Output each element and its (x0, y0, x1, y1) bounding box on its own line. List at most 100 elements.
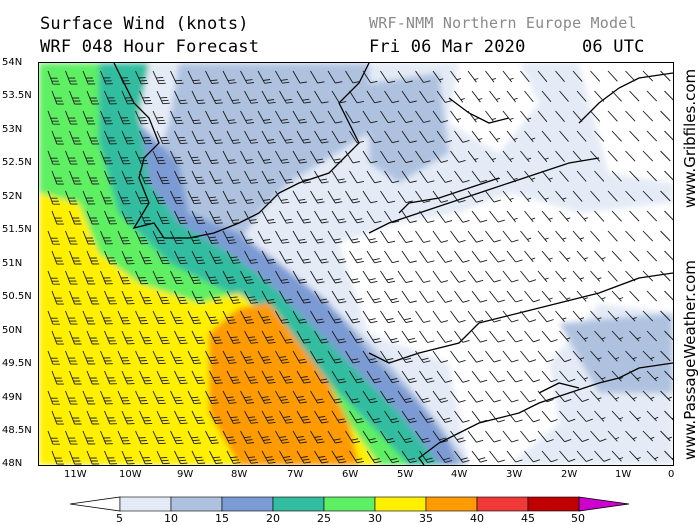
wind-barb (642, 430, 655, 442)
wind-barb (397, 150, 413, 164)
wind-barb (629, 170, 640, 182)
wind-barb (432, 110, 449, 123)
wind-barb (135, 310, 149, 325)
wind-barb (170, 430, 184, 445)
wind-barb (397, 190, 413, 204)
wind-barb (520, 310, 537, 323)
wind-barb (240, 430, 255, 444)
wind-barb (607, 110, 618, 122)
wind-barb (555, 430, 572, 443)
wind-barb (226, 250, 241, 264)
wind-barb (170, 270, 184, 285)
wind-barb (362, 310, 378, 324)
wind-barb (642, 190, 654, 202)
wind-barb (660, 230, 671, 242)
lat-label-53-5n: 53.5N (2, 90, 32, 101)
wind-barb (349, 330, 364, 344)
wind-barb (625, 190, 636, 202)
wind-barb (65, 110, 78, 125)
wind-barb (590, 110, 601, 122)
wind-barb (174, 290, 188, 305)
wind-barb (590, 150, 601, 162)
wind-barb (135, 390, 149, 405)
lon-label-4w: 4W (451, 469, 468, 480)
wind-barb (537, 190, 549, 203)
wind-barb (594, 290, 606, 302)
wind-barb (296, 370, 311, 384)
wind-barb (345, 150, 360, 164)
wind-barb (117, 390, 131, 405)
wind-barb (664, 250, 673, 261)
wind-barb (279, 90, 294, 104)
wind-barb (82, 110, 96, 125)
wind-barb (436, 90, 453, 103)
legend-swatch (476, 496, 529, 512)
wind-barb (121, 210, 135, 225)
wind-barb (380, 230, 396, 244)
wind-barb (502, 190, 514, 203)
wind-barb (471, 170, 488, 183)
wind-barb (485, 190, 501, 203)
wind-barb (625, 310, 637, 322)
wind-barb (139, 370, 153, 385)
legend-label-15: 15 (215, 512, 229, 525)
forecast-time: 06 UTC (582, 37, 645, 57)
wind-barb (104, 250, 117, 265)
wind-barb (275, 230, 290, 244)
wind-barb (261, 90, 276, 104)
lat-label-51n: 51N (2, 258, 23, 269)
wind-barb (104, 290, 117, 305)
wind-barb (401, 290, 417, 304)
wind-barb (349, 250, 364, 264)
wind-barb (152, 350, 166, 365)
wind-barb (135, 350, 149, 365)
wind-barb (366, 410, 382, 424)
wind-barb (594, 90, 605, 102)
legend-swatch (323, 496, 376, 512)
wind-barb (240, 270, 255, 284)
wind-barb (209, 330, 223, 344)
wind-barb (594, 210, 605, 222)
wind-barb (331, 90, 347, 104)
wind-barb (646, 170, 658, 182)
wind-barb (646, 250, 658, 262)
wind-barb (51, 370, 64, 385)
wind-barb (65, 150, 78, 165)
wind-barb (257, 310, 272, 324)
wind-barb (205, 390, 219, 404)
wind-barb (209, 370, 223, 384)
wind-barb (485, 270, 501, 283)
passageweather-url: www.PassageWeather.com (681, 260, 699, 460)
wind-barb (275, 430, 290, 444)
wind-barb (471, 370, 488, 383)
wind-barb (611, 410, 624, 422)
wind-barb (222, 430, 237, 444)
wind-barb (187, 270, 202, 285)
wind-barb (450, 230, 466, 243)
wind-barb (397, 310, 413, 324)
wind-barb (314, 450, 329, 464)
wind-barb (170, 350, 184, 365)
wind-barb (541, 370, 558, 383)
wind-barb (244, 170, 259, 184)
wind-barb (257, 110, 272, 124)
wind-barb (51, 330, 64, 345)
lat-label-49n: 49N (2, 392, 23, 403)
lon-label-2w: 2W (561, 469, 578, 480)
wind-barb (121, 450, 135, 465)
legend-label-35: 35 (419, 512, 433, 525)
wind-barb (47, 190, 60, 205)
wind-barb (69, 130, 82, 145)
map-title: Surface Wind (knots) (40, 14, 249, 34)
wind-barb (559, 290, 571, 302)
wind-barb (660, 70, 671, 82)
wind-barb (310, 110, 325, 124)
wind-barb (607, 150, 618, 162)
legend-label-10: 10 (164, 512, 178, 525)
wind-barb (576, 250, 588, 262)
wind-barb (559, 370, 576, 383)
wind-barb (590, 430, 607, 442)
wind-barb (275, 310, 290, 324)
wind-barb (576, 210, 588, 222)
wind-barb (152, 270, 166, 285)
